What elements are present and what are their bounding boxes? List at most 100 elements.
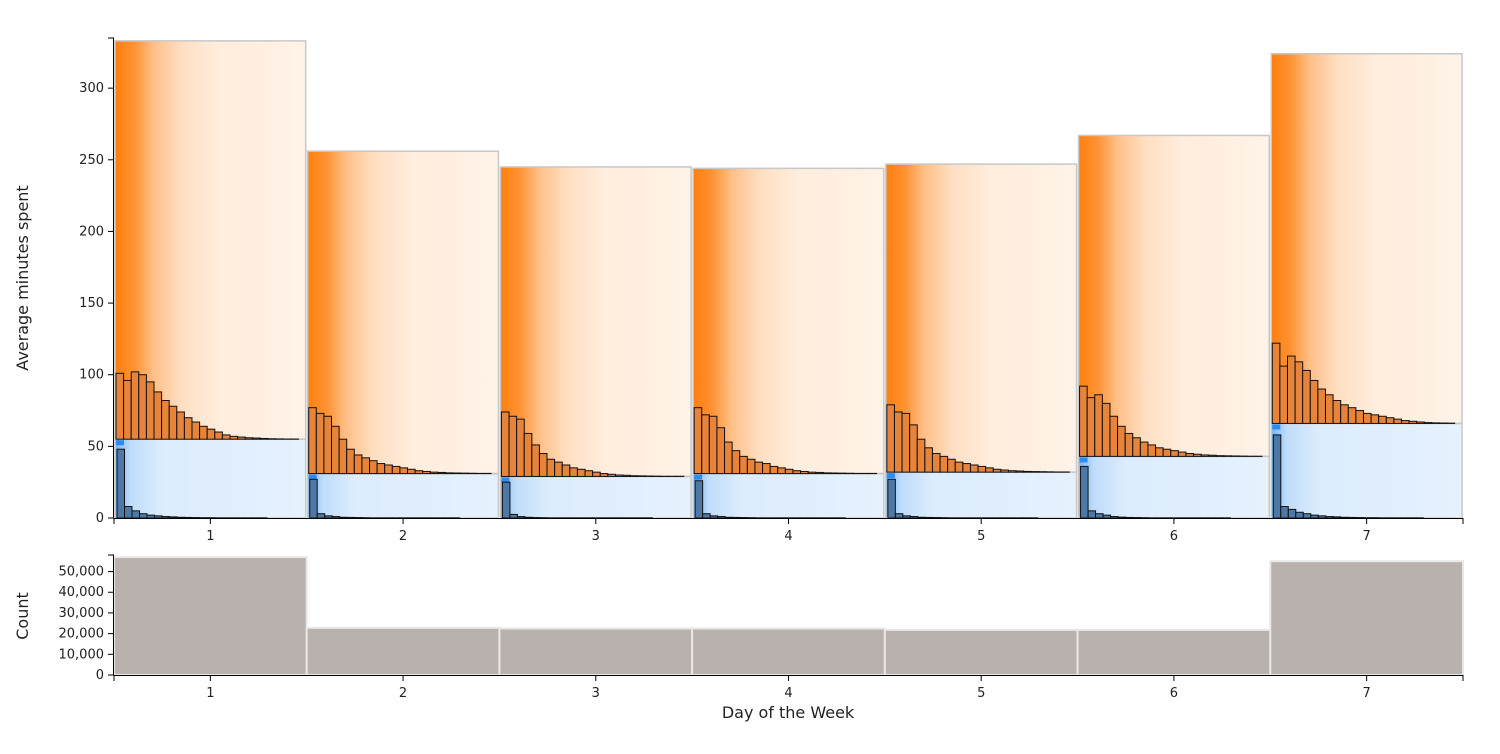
hist-lower-bin	[1296, 512, 1304, 518]
hist-upper-bin	[131, 372, 139, 439]
count-bar-day-6	[1078, 630, 1271, 675]
hist-lower-bin	[517, 517, 525, 518]
hist-upper-bin	[763, 464, 771, 474]
hist-lower-bin	[710, 516, 718, 518]
hist-upper-bin	[570, 468, 578, 477]
hist-lower-bin	[1318, 516, 1326, 518]
hist-upper-bin	[638, 476, 646, 477]
hist-upper-bin	[1133, 438, 1141, 457]
hist-upper-bin	[1194, 454, 1202, 456]
hist-upper-bin	[1379, 416, 1387, 423]
count-bar-day-3	[499, 628, 692, 675]
count-bar-day-5	[885, 630, 1078, 675]
hist-upper-bin	[200, 426, 208, 439]
hist-upper-bin	[955, 462, 963, 472]
hist-lower-bin	[1333, 517, 1341, 518]
hist-lower-bin	[718, 517, 726, 518]
hist-upper-bin	[253, 438, 261, 439]
hist-upper-bin	[453, 473, 461, 474]
hist-lower-bin	[925, 517, 933, 518]
hist-lower-bin	[132, 511, 140, 518]
hist-upper-bin	[547, 459, 555, 476]
hist-upper-bin	[215, 432, 223, 439]
hist-upper-bin	[1401, 421, 1409, 424]
hist-upper-bin	[430, 472, 438, 473]
hist-lower-bin	[1081, 466, 1089, 518]
hist-upper-bin	[963, 464, 971, 473]
hist-lower-bin	[1348, 517, 1356, 518]
top-x-tick-label: 1	[206, 529, 214, 544]
hist-upper-bin	[948, 459, 956, 472]
top-y-tick-label: 50	[87, 439, 104, 454]
hist-upper-bin	[925, 448, 933, 472]
top-x-tick-label: 2	[399, 529, 407, 544]
hist-upper-bin	[577, 469, 585, 476]
hist-upper-bin	[717, 428, 725, 474]
hist-upper-bin	[894, 412, 902, 472]
hist-upper-bin	[408, 469, 416, 473]
hist-lower-bin	[1303, 514, 1311, 518]
hist-upper-bin	[747, 459, 755, 473]
hist-upper-bin	[1148, 445, 1156, 456]
hist-upper-bin	[608, 474, 616, 476]
hist-upper-bin	[1118, 426, 1126, 456]
hist-upper-bin	[1386, 418, 1394, 424]
hist-upper-bin	[139, 375, 147, 439]
hist-upper-bin	[1001, 470, 1009, 472]
hist-upper-bin	[1280, 366, 1288, 423]
bottom-y-tick-label: 30,000	[59, 606, 105, 621]
hist-upper-bin	[801, 471, 809, 473]
hist-upper-bin	[1186, 454, 1194, 457]
hist-upper-bin	[816, 472, 824, 473]
hist-upper-bin	[1424, 423, 1432, 424]
bottom-x-tick-label: 3	[592, 686, 600, 701]
bar-upper-day-3	[500, 167, 691, 476]
hist-lower-bin	[117, 449, 125, 518]
top-x-tick-label: 4	[784, 529, 792, 544]
hist-upper-bin	[124, 380, 132, 439]
hist-upper-bin	[347, 449, 355, 473]
bar-lower-day-2	[308, 474, 499, 518]
hist-lower-bin	[703, 514, 711, 518]
hist-upper-bin	[332, 426, 340, 473]
hist-upper-bin	[1110, 416, 1118, 456]
hist-upper-bin	[823, 473, 831, 474]
hist-upper-bin	[324, 416, 332, 473]
hist-lower-bin	[325, 516, 333, 518]
hist-upper-bin	[1087, 398, 1095, 457]
hist-upper-bin	[978, 466, 986, 472]
bar-lower-marker-day-7	[1272, 424, 1280, 429]
hist-upper-bin	[740, 456, 748, 473]
hist-upper-bin	[778, 468, 786, 474]
hist-lower-bin	[310, 479, 318, 518]
bottom-y-tick-label: 10,000	[59, 647, 105, 662]
x-axis-title: Day of the Week	[722, 703, 855, 722]
hist-upper-bin	[339, 439, 347, 473]
hist-upper-bin	[392, 466, 400, 473]
hist-upper-bin	[562, 465, 570, 476]
hist-upper-bin	[1171, 451, 1179, 457]
hist-upper-bin	[177, 412, 185, 439]
hist-lower-bin	[903, 516, 911, 518]
hist-lower-bin	[525, 517, 533, 518]
hist-upper-bin	[631, 476, 639, 477]
hist-upper-bin	[1325, 395, 1333, 424]
hist-upper-bin	[1080, 386, 1088, 456]
hist-upper-bin	[1140, 442, 1148, 456]
hist-upper-bin	[555, 462, 563, 476]
bar-lower-marker-day-5	[887, 473, 895, 478]
top-y-tick-label: 100	[79, 368, 104, 383]
hist-lower-bin	[1111, 517, 1119, 518]
hist-upper-bin	[1216, 456, 1224, 457]
hist-lower-bin	[162, 517, 170, 518]
hist-lower-bin	[347, 517, 355, 518]
count-bar-day-7	[1270, 561, 1463, 675]
hist-upper-bin	[1363, 413, 1371, 423]
hist-upper-bin	[887, 405, 895, 472]
hist-lower-bin	[155, 516, 163, 518]
hist-lower-bin	[140, 514, 148, 518]
hist-upper-bin	[1024, 471, 1032, 472]
hist-upper-bin	[755, 462, 763, 473]
hist-upper-bin	[116, 373, 124, 439]
hist-upper-bin	[770, 466, 778, 473]
